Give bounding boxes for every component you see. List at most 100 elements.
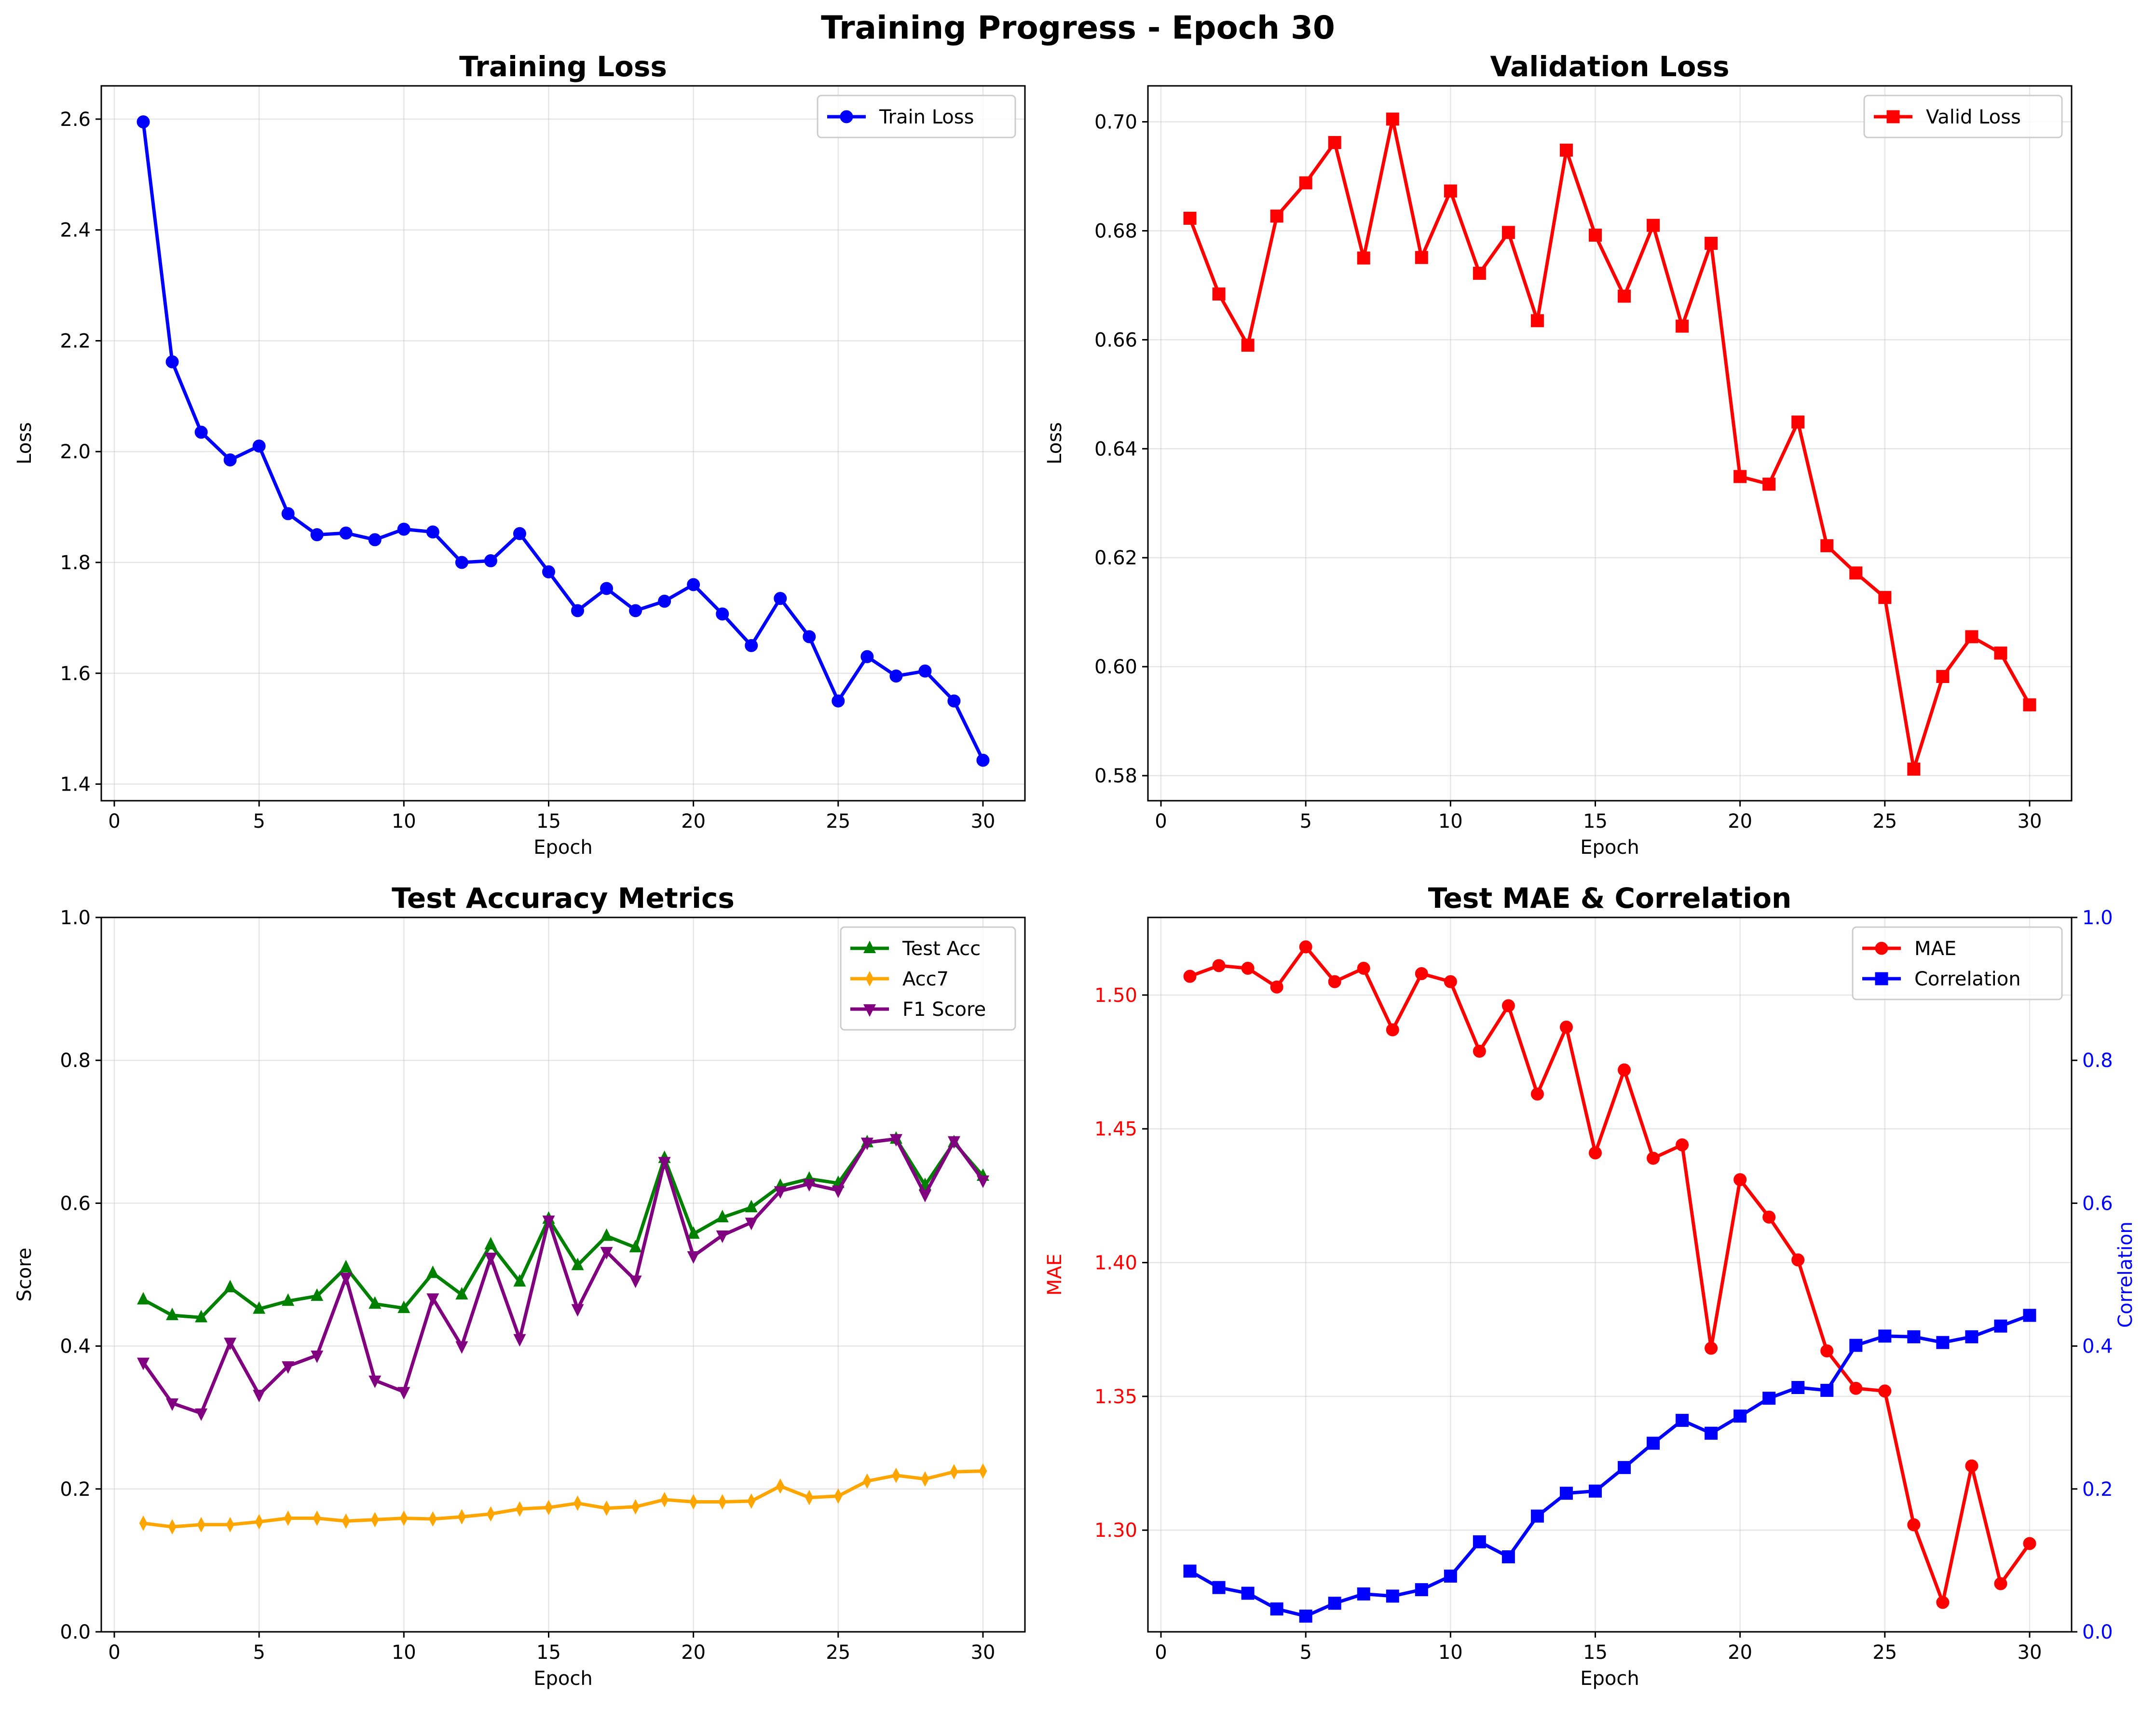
data-point bbox=[1820, 539, 1834, 552]
data-point bbox=[1357, 251, 1370, 265]
x-tick-label: 15 bbox=[1583, 1641, 1608, 1664]
data-point bbox=[1501, 999, 1515, 1012]
x-tick-label: 20 bbox=[1728, 810, 1752, 833]
data-point bbox=[368, 533, 382, 547]
legend-box bbox=[840, 926, 1016, 1031]
legend-marker bbox=[840, 110, 853, 123]
y-tick-label: 0.8 bbox=[60, 1050, 91, 1072]
data-point bbox=[253, 1390, 266, 1403]
series-train-loss bbox=[136, 115, 990, 767]
data-point bbox=[1530, 1509, 1544, 1523]
x-tick-label: 20 bbox=[681, 1641, 706, 1664]
series-line bbox=[141, 1137, 985, 1415]
y-tick-label: 0.62 bbox=[1094, 547, 1137, 569]
x-tick-label: 15 bbox=[536, 810, 561, 833]
data-point bbox=[457, 1509, 466, 1525]
data-point bbox=[2023, 1309, 2036, 1322]
data-point bbox=[370, 1512, 379, 1528]
x-tick-label: 10 bbox=[392, 810, 416, 833]
data-point bbox=[165, 355, 179, 369]
data-point bbox=[918, 664, 932, 678]
data-point bbox=[1618, 1063, 1631, 1077]
data-point bbox=[1618, 289, 1631, 303]
legend: MAE Correlation bbox=[1852, 926, 2063, 1000]
data-point bbox=[1878, 1384, 1892, 1398]
data-point bbox=[1328, 975, 1341, 988]
data-point bbox=[1791, 1253, 1805, 1267]
series-line bbox=[1187, 945, 2032, 1604]
data-point bbox=[1907, 1518, 1921, 1531]
data-point bbox=[226, 1517, 234, 1532]
x-axis-label: Epoch bbox=[533, 836, 592, 859]
data-point bbox=[805, 1490, 814, 1505]
y-axis-label: MAE bbox=[1044, 1254, 1066, 1296]
data-point bbox=[1618, 1461, 1631, 1474]
data-point bbox=[689, 1494, 698, 1510]
data-point bbox=[600, 582, 614, 595]
data-point bbox=[631, 1499, 640, 1515]
x-tick-label: 10 bbox=[1438, 1641, 1463, 1664]
y-tick-label: 1.0 bbox=[60, 907, 91, 929]
x-axis-label: Epoch bbox=[1580, 1668, 1639, 1690]
data-point bbox=[1241, 961, 1255, 975]
data-point bbox=[1357, 1587, 1370, 1601]
data-point bbox=[658, 1157, 671, 1170]
data-point bbox=[224, 1280, 237, 1293]
data-point bbox=[1183, 970, 1197, 983]
x-tick-label: 30 bbox=[2018, 810, 2042, 833]
data-point bbox=[803, 1179, 816, 1192]
data-point bbox=[747, 1493, 756, 1509]
y-tick-label: 0.4 bbox=[60, 1336, 91, 1358]
series-line bbox=[141, 1469, 985, 1529]
data-point bbox=[1212, 287, 1226, 301]
data-point bbox=[1994, 646, 2007, 660]
series-line bbox=[141, 120, 985, 763]
data-point bbox=[716, 1230, 729, 1244]
x-tick-label: 0 bbox=[1155, 810, 1167, 833]
data-point bbox=[368, 1375, 382, 1388]
data-point bbox=[573, 1495, 582, 1511]
y-tick-label: 0.60 bbox=[1094, 656, 1137, 678]
data-point bbox=[1762, 1210, 1776, 1224]
y-tick-label: 1.6 bbox=[60, 663, 91, 685]
data-point bbox=[658, 594, 671, 608]
data-point bbox=[1415, 967, 1428, 980]
y-tick-label: 1.50 bbox=[1094, 984, 1137, 1007]
data-point bbox=[1965, 1330, 1979, 1343]
data-point bbox=[921, 1471, 929, 1487]
data-point bbox=[889, 1134, 902, 1147]
data-point bbox=[834, 1488, 843, 1504]
panel-title: Training Loss bbox=[459, 50, 667, 83]
y-tick-label: 2.2 bbox=[60, 330, 91, 352]
y-tick-label: 0.6 bbox=[60, 1192, 91, 1215]
x-tick-label: 0 bbox=[1155, 1641, 1167, 1664]
data-point bbox=[455, 1341, 468, 1354]
data-point bbox=[426, 525, 439, 539]
data-point bbox=[1878, 591, 1892, 604]
data-point bbox=[1444, 1569, 1457, 1583]
data-point bbox=[1386, 112, 1399, 126]
y-right-tick-label: 0.4 bbox=[2082, 1336, 2113, 1358]
legend: Test Acc Acc7 F1 Score bbox=[840, 926, 1016, 1031]
data-point bbox=[2023, 698, 2036, 711]
data-point bbox=[774, 1186, 787, 1199]
legend-label: F1 Score bbox=[902, 998, 986, 1021]
series-mae bbox=[1183, 940, 2036, 1609]
panel-1: 0 5 10 15 20 25 30 1.4 1.6 1.8 2.0 2.2 2.4 2.6 Trainin… bbox=[14, 50, 1026, 859]
data-point bbox=[947, 694, 961, 708]
data-point bbox=[1907, 762, 1921, 776]
data-point bbox=[194, 425, 208, 439]
data-point bbox=[1386, 1589, 1399, 1603]
data-point bbox=[486, 1506, 495, 1522]
data-point bbox=[1559, 1487, 1573, 1500]
data-point bbox=[310, 528, 324, 542]
data-point bbox=[397, 1300, 410, 1313]
panel-2: 0 5 10 15 20 25 30 0.58 0.60 0.62 0.64 0.66 0.68 0.70… bbox=[1044, 50, 2073, 859]
legend-label: Test Acc bbox=[902, 938, 981, 960]
data-point bbox=[1733, 1173, 1747, 1187]
y-right-tick-label: 0.6 bbox=[2082, 1192, 2113, 1215]
data-point bbox=[341, 1513, 350, 1529]
data-point bbox=[687, 1226, 700, 1239]
